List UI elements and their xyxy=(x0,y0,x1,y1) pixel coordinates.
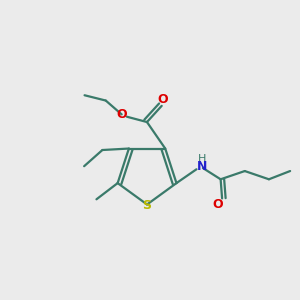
Text: N: N xyxy=(196,160,207,173)
Text: O: O xyxy=(212,198,223,212)
Text: O: O xyxy=(158,93,169,106)
Text: S: S xyxy=(142,200,152,212)
Text: O: O xyxy=(116,108,127,121)
Text: H: H xyxy=(198,154,206,164)
